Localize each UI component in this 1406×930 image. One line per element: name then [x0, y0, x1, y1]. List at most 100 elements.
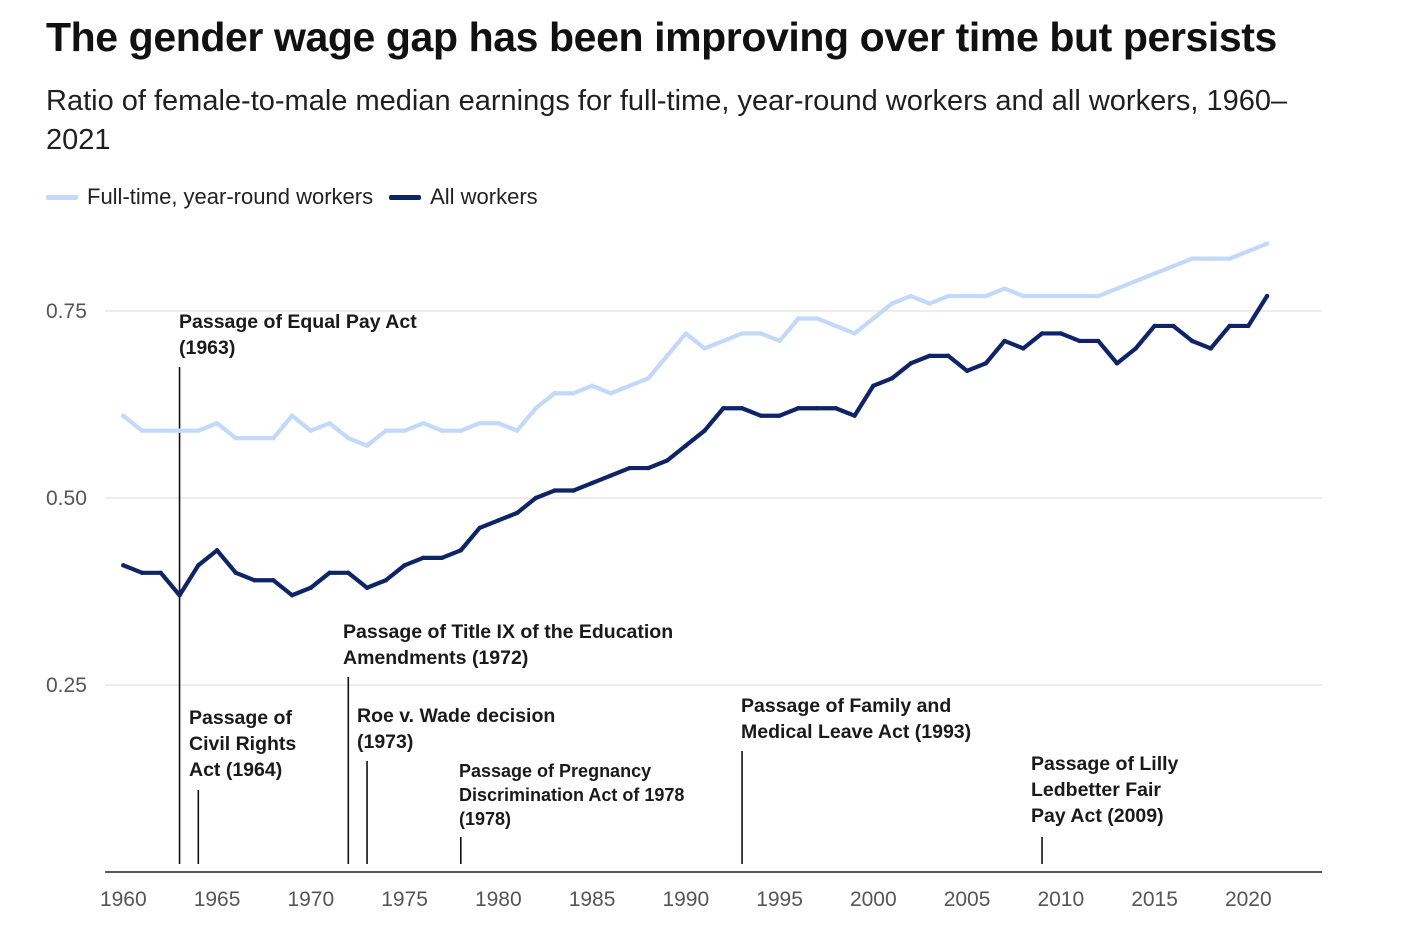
- data-point-all-workers: [1264, 293, 1270, 299]
- x-tick-label: 1985: [569, 888, 616, 911]
- legend-swatch-full-time: [46, 194, 78, 200]
- data-point-all-workers: [1039, 331, 1045, 336]
- annotation-label: Amendments (1972): [343, 647, 528, 669]
- annotation-label: Passage of Equal Pay Act: [179, 311, 417, 333]
- data-point-all-workers: [177, 593, 182, 598]
- data-point-all-workers: [852, 413, 857, 418]
- data-point-full-time: [1133, 278, 1139, 284]
- data-point-all-workers: [458, 548, 463, 553]
- data-point-all-workers: [1096, 338, 1101, 344]
- data-point-full-time: [739, 331, 745, 336]
- annotation-label: (1963): [179, 337, 235, 359]
- annotation-label: Civil Rights: [189, 733, 296, 755]
- data-point-full-time: [1264, 241, 1270, 246]
- data-point-full-time: [196, 428, 201, 433]
- data-point-full-time: [908, 293, 913, 299]
- data-point-all-workers: [233, 570, 238, 575]
- data-point-all-workers: [477, 525, 482, 531]
- data-point-all-workers: [289, 593, 295, 598]
- annotation-label: Passage of Pregnancy: [459, 761, 651, 781]
- annotation-label: Discrimination Act of 1978: [459, 785, 684, 805]
- y-tick-label: 0.25: [46, 674, 87, 697]
- data-point-all-workers: [702, 428, 707, 433]
- data-point-all-workers: [383, 578, 388, 583]
- data-point-full-time: [796, 316, 801, 321]
- data-point-full-time: [458, 428, 463, 433]
- data-point-full-time: [233, 435, 238, 441]
- data-point-full-time: [1077, 293, 1082, 299]
- data-point-all-workers: [1114, 361, 1120, 366]
- data-point-all-workers: [1021, 346, 1026, 351]
- data-point-full-time: [702, 346, 707, 351]
- data-point-all-workers: [496, 518, 501, 523]
- legend-item-full-time: Full-time, year-round workers: [46, 184, 373, 210]
- data-point-full-time: [1208, 256, 1214, 261]
- data-point-full-time: [177, 428, 182, 433]
- legend-item-all-workers: All workers: [389, 184, 538, 210]
- data-point-all-workers: [889, 376, 895, 381]
- data-point-full-time: [1227, 256, 1232, 261]
- data-point-full-time: [852, 331, 857, 336]
- data-point-full-time: [533, 406, 538, 411]
- data-point-full-time: [271, 435, 276, 441]
- data-point-full-time: [552, 391, 557, 396]
- x-tick-label: 2005: [944, 888, 991, 911]
- data-point-full-time: [1246, 248, 1251, 254]
- x-tick-label: 1990: [662, 888, 709, 911]
- data-point-full-time: [927, 301, 932, 306]
- annotation-label: Medical Leave Act (1993): [741, 721, 971, 743]
- data-point-full-time: [889, 301, 895, 306]
- annotation-label: Passage of Lilly: [1031, 753, 1179, 775]
- annotation-label: Ledbetter Fair: [1031, 779, 1161, 801]
- data-point-full-time: [496, 421, 501, 426]
- data-point-all-workers: [908, 361, 913, 366]
- data-point-all-workers: [402, 563, 407, 568]
- legend-label-full-time: Full-time, year-round workers: [87, 184, 374, 209]
- x-tick-label: 2000: [850, 888, 897, 911]
- data-point-full-time: [308, 428, 313, 433]
- data-point-full-time: [1152, 271, 1157, 276]
- data-point-all-workers: [758, 413, 763, 418]
- annotation-label: Pay Act (2009): [1031, 805, 1164, 827]
- data-point-all-workers: [552, 488, 557, 493]
- data-point-full-time: [964, 293, 970, 299]
- data-point-full-time: [721, 338, 726, 344]
- data-point-all-workers: [571, 488, 576, 493]
- annotation-label: (1978): [459, 809, 511, 829]
- data-point-all-workers: [627, 465, 632, 471]
- data-point-full-time: [383, 428, 388, 433]
- data-point-full-time: [1058, 293, 1064, 299]
- data-point-full-time: [477, 421, 482, 426]
- data-point-all-workers: [683, 443, 688, 448]
- data-point-full-time: [514, 428, 520, 433]
- annotation-label: Passage of: [189, 707, 292, 729]
- data-point-all-workers: [439, 555, 445, 561]
- data-point-full-time: [1021, 293, 1026, 299]
- data-point-full-time: [158, 428, 163, 433]
- data-point-full-time: [571, 391, 576, 396]
- data-point-full-time: [589, 383, 595, 388]
- data-point-all-workers: [1171, 323, 1176, 329]
- data-point-all-workers: [1002, 338, 1007, 344]
- data-point-full-time: [289, 413, 295, 418]
- data-point-full-time: [1171, 263, 1176, 269]
- data-point-all-workers: [364, 585, 370, 590]
- x-tick-label: 1960: [100, 888, 147, 911]
- data-point-full-time: [758, 331, 763, 336]
- data-point-all-workers: [196, 563, 201, 568]
- data-point-full-time: [1189, 256, 1195, 261]
- data-point-all-workers: [964, 368, 970, 374]
- data-point-all-workers: [1208, 346, 1214, 351]
- data-point-all-workers: [721, 406, 726, 411]
- annotation-label: (1973): [357, 731, 413, 753]
- data-point-all-workers: [739, 406, 745, 411]
- data-point-full-time: [683, 331, 688, 336]
- data-point-full-time: [364, 443, 370, 448]
- data-point-all-workers: [1227, 323, 1232, 329]
- annotation-label: Passage of Title IX of the Education: [343, 621, 673, 643]
- legend-swatch-all-workers: [389, 194, 422, 200]
- data-point-all-workers: [514, 510, 520, 516]
- data-point-full-time: [439, 428, 445, 433]
- data-point-all-workers: [1152, 323, 1157, 329]
